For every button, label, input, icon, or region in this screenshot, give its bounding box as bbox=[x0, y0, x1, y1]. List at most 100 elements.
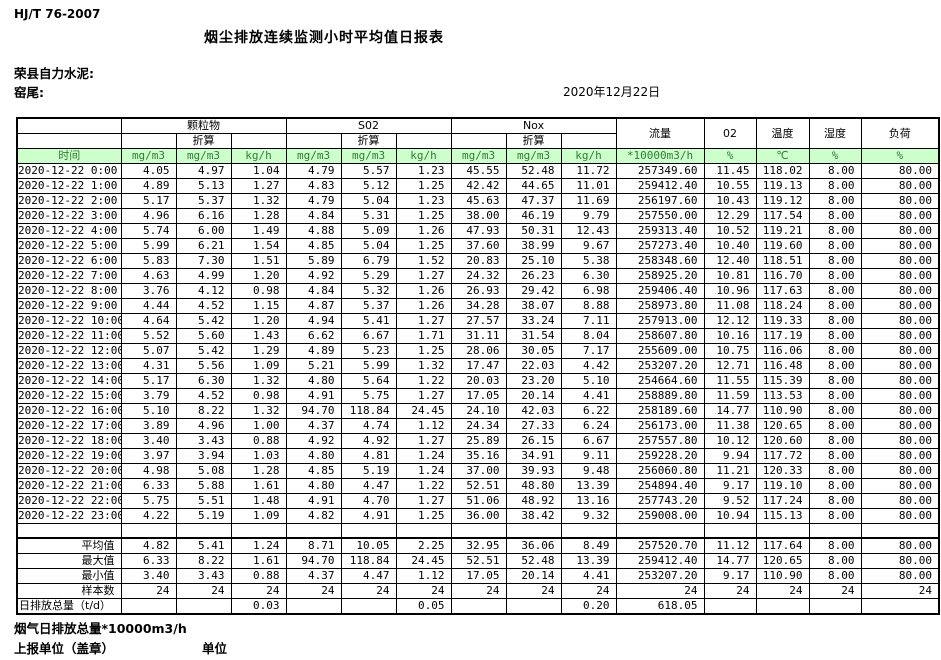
col-group-so2: S02 bbox=[285, 117, 452, 134]
table-row: 2020-12-22 18:00 3.40 3.43 0.88 4.92 4.92 1.27… bbox=[16, 433, 940, 449]
value-cell: 29.42 bbox=[505, 283, 562, 299]
value-cell: 8.00 bbox=[808, 193, 862, 209]
header-group-row: 颗粒物 S02 Nox 流量 02 温度 湿度 负荷 bbox=[16, 117, 940, 149]
value-cell: 6.33 bbox=[120, 552, 177, 569]
value-cell: 4.52 bbox=[175, 298, 232, 314]
time-cell: 2020-12-22 11:00 bbox=[16, 328, 122, 344]
value-cell: 1.25 bbox=[395, 178, 452, 194]
value-cell: 80.00 bbox=[860, 283, 940, 299]
value-cell: 5.88 bbox=[175, 478, 232, 494]
value-cell: 80.00 bbox=[860, 343, 940, 359]
value-cell: 4.74 bbox=[340, 418, 397, 434]
value-cell: 1.61 bbox=[230, 478, 287, 494]
value-cell: 1.52 bbox=[395, 253, 452, 269]
value-cell: 6.00 bbox=[175, 223, 232, 239]
value-cell: 1.23 bbox=[395, 163, 452, 179]
table-row: 2020-12-22 1:00 4.89 5.13 1.27 4.83 5.12 1.25 4… bbox=[16, 178, 940, 194]
so2-converted-label: 折算 bbox=[340, 133, 397, 149]
value-cell: 1.27 bbox=[395, 268, 452, 284]
value-cell: 3.43 bbox=[175, 433, 232, 449]
col-temp: 温度 bbox=[755, 117, 810, 149]
value-cell: 0.05 bbox=[395, 597, 452, 614]
value-cell: 4.82 bbox=[285, 508, 342, 524]
value-cell: 37.60 bbox=[450, 238, 507, 254]
value-cell: 259412.40 bbox=[615, 552, 705, 569]
value-cell: 20.83 bbox=[450, 253, 507, 269]
value-cell: 10.81 bbox=[703, 268, 757, 284]
value-cell: 9.17 bbox=[703, 567, 757, 584]
value-cell: 10.52 bbox=[703, 223, 757, 239]
unit-cell: mg/m3 bbox=[450, 148, 507, 164]
value-cell: 1.25 bbox=[395, 508, 452, 524]
value-cell: 4.79 bbox=[285, 193, 342, 209]
value-cell: 120.65 bbox=[755, 552, 810, 569]
table-row: 2020-12-22 0:00 4.05 4.97 1.04 4.79 5.57 1.23 4… bbox=[16, 163, 940, 179]
value-cell: 117.72 bbox=[755, 448, 810, 464]
value-cell: 44.65 bbox=[505, 178, 562, 194]
value-cell: 120.33 bbox=[755, 463, 810, 479]
value-cell: 50.31 bbox=[505, 223, 562, 239]
value-cell: 5.42 bbox=[175, 313, 232, 329]
time-cell: 2020-12-22 15:00 bbox=[16, 388, 122, 404]
value-cell: 52.51 bbox=[450, 552, 507, 569]
time-cell: 2020-12-22 21:00 bbox=[16, 478, 122, 494]
value-cell: 10.12 bbox=[703, 433, 757, 449]
table-row: 2020-12-22 11:00 5.52 5.60 1.43 6.62 6.67 1.71… bbox=[16, 328, 940, 344]
table-row: 2020-12-22 2:00 5.17 5.37 1.32 4.79 5.04 1.23 4… bbox=[16, 193, 940, 209]
time-cell: 2020-12-22 3:00 bbox=[16, 208, 122, 224]
value-cell: 258189.60 bbox=[615, 403, 705, 419]
unit-cell: % bbox=[860, 148, 940, 164]
value-cell: 1.71 bbox=[395, 328, 452, 344]
value-cell: 6.30 bbox=[175, 373, 232, 389]
report-table: 颗粒物 S02 Nox 流量 02 温度 湿度 负荷 折算 折算 折算 时间 m… bbox=[16, 117, 941, 615]
value-cell: 1.09 bbox=[230, 358, 287, 374]
value-cell: 4.31 bbox=[120, 358, 177, 374]
value-cell: 9.11 bbox=[560, 448, 617, 464]
value-cell: 1.43 bbox=[230, 328, 287, 344]
value-cell: 1.27 bbox=[395, 433, 452, 449]
value-cell: 5.10 bbox=[120, 403, 177, 419]
time-cell: 2020-12-22 6:00 bbox=[16, 253, 122, 269]
value-cell: 47.93 bbox=[450, 223, 507, 239]
value-cell bbox=[285, 597, 342, 614]
value-cell: 8.00 bbox=[808, 478, 862, 494]
value-cell: 25.89 bbox=[450, 433, 507, 449]
value-cell: 255609.00 bbox=[615, 343, 705, 359]
value-cell: 119.12 bbox=[755, 193, 810, 209]
standard-number: HJ/T 76-2007 bbox=[14, 7, 101, 21]
value-cell: 12.12 bbox=[703, 313, 757, 329]
value-cell: 52.48 bbox=[505, 552, 562, 569]
value-cell: 26.15 bbox=[505, 433, 562, 449]
value-cell: 257550.00 bbox=[615, 208, 705, 224]
value-cell: 42.03 bbox=[505, 403, 562, 419]
value-cell: 5.37 bbox=[175, 193, 232, 209]
value-cell: 13.16 bbox=[560, 493, 617, 509]
value-cell: 0.98 bbox=[230, 388, 287, 404]
value-cell: 24 bbox=[505, 582, 562, 599]
value-cell: 51.06 bbox=[450, 493, 507, 509]
value-cell: 257557.80 bbox=[615, 433, 705, 449]
value-cell: 117.54 bbox=[755, 208, 810, 224]
value-cell: 4.92 bbox=[285, 268, 342, 284]
value-cell: 8.00 bbox=[808, 268, 862, 284]
table-row: 2020-12-22 7:00 4.63 4.99 1.20 4.92 5.29 1.27 2… bbox=[16, 268, 940, 284]
value-cell: 8.22 bbox=[175, 552, 232, 569]
value-cell: 24 bbox=[175, 582, 232, 599]
time-cell: 2020-12-22 22:00 bbox=[16, 493, 122, 509]
time-cell: 2020-12-22 16:00 bbox=[16, 403, 122, 419]
col-flow: 流量 bbox=[615, 117, 705, 149]
value-cell: 10.55 bbox=[703, 178, 757, 194]
unit-cell: mg/m3 bbox=[505, 148, 562, 164]
value-cell: 253207.20 bbox=[615, 567, 705, 584]
empty-cell bbox=[450, 523, 507, 538]
value-cell: 4.12 bbox=[175, 283, 232, 299]
time-cell: 2020-12-22 9:00 bbox=[16, 298, 122, 314]
unit-cell: mg/m3 bbox=[340, 148, 397, 164]
value-cell: 4.88 bbox=[285, 223, 342, 239]
value-cell: 5.52 bbox=[120, 328, 177, 344]
value-cell: 1.26 bbox=[395, 298, 452, 314]
value-cell: 24 bbox=[755, 582, 810, 599]
value-cell: 257520.70 bbox=[615, 536, 705, 554]
value-cell: 5.17 bbox=[120, 193, 177, 209]
value-cell: 30.05 bbox=[505, 343, 562, 359]
